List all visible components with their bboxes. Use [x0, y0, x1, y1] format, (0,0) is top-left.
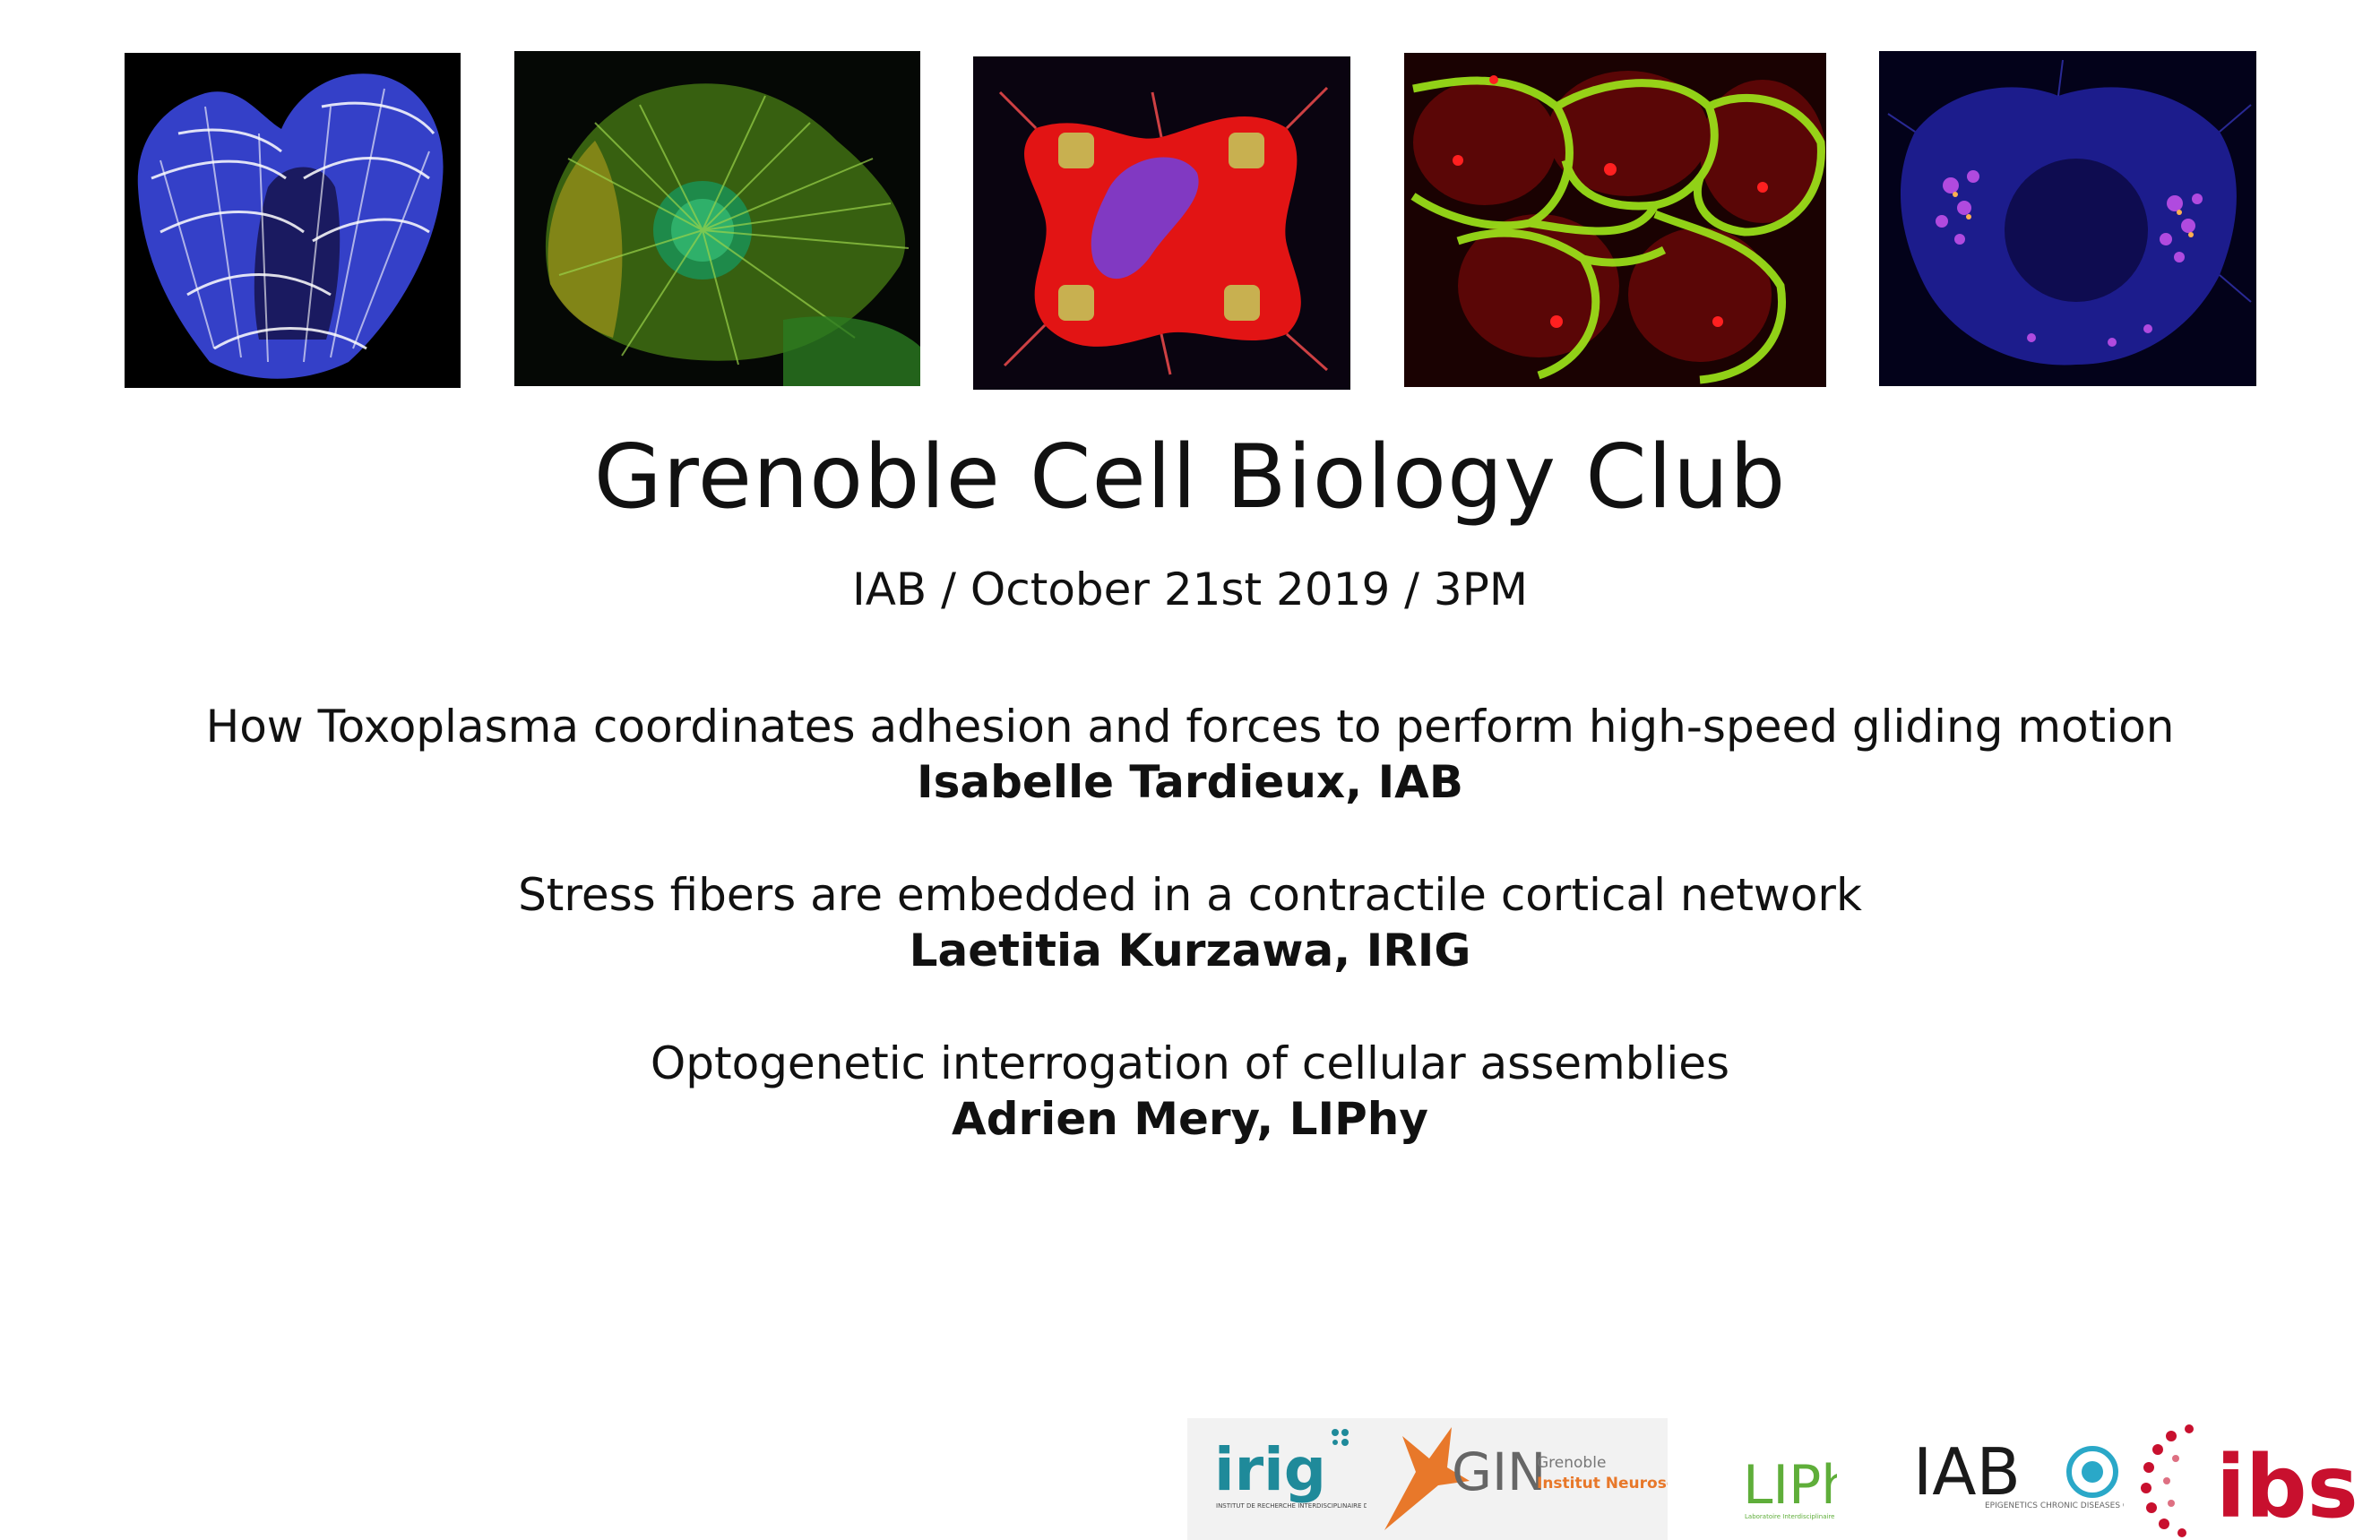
iab-logo-caption: EPIGENETICS CHRONIC DISEASES CANCER	[1985, 1501, 2124, 1510]
sponsor-logos: irig INSTITUT DE RECHERCHE INTERDISCIPLI…	[1187, 1418, 2380, 1540]
page-title: Grenoble Cell Biology Club	[593, 426, 1787, 529]
talk-speaker: Isabelle Tardieux, IAB	[917, 756, 1463, 808]
talk-item: Stress fibers are embedded in a contract…	[0, 867, 2380, 978]
ibs-logo: ibs	[2135, 1418, 2380, 1540]
gin-logo: GIN Grenoble Institut Neurosciences	[1367, 1418, 1668, 1540]
talk-item: How Toxoplasma coordinates adhesion and …	[0, 699, 2380, 810]
liphy-logo-text: LIPhy	[1743, 1454, 1837, 1517]
microscopy-image-row	[0, 0, 2380, 394]
irig-logo-caption: INSTITUT DE RECHERCHE INTERDISCIPLINAIRE…	[1216, 1502, 1367, 1510]
gin-logo-name: GIN	[1452, 1441, 1546, 1502]
microscopy-image-red-cell	[973, 56, 1350, 390]
talk-title: Optogenetic interrogation of cellular as…	[650, 1037, 1730, 1089]
iab-logo: IAB EPIGENETICS CHRONIC DISEASES CANCER	[1913, 1418, 2124, 1540]
talk-list: How Toxoplasma coordinates adhesion and …	[0, 699, 2380, 1204]
irig-logo-text: irig	[1214, 1435, 1326, 1504]
microscopy-image-blue-fan-cell	[125, 53, 461, 388]
liphy-logo: LIPhy Laboratoire Interdisciplinaire de …	[1743, 1418, 1837, 1540]
talk-speaker: Laetitia Kurzawa, IRIG	[909, 925, 1471, 976]
microscopy-image-purple-cell	[1879, 51, 2256, 386]
talk-title: Stress fibers are embedded in a contract…	[518, 869, 1862, 921]
talk-title: How Toxoplasma coordinates adhesion and …	[205, 701, 2175, 753]
microscopy-image-green-red-tissue	[1404, 53, 1826, 387]
ibs-logo-text: ibs	[2216, 1437, 2358, 1537]
liphy-logo-caption: Laboratoire Interdisciplinaire de Physiq…	[1745, 1513, 1837, 1520]
gin-logo-line2: Institut Neurosciences	[1537, 1475, 1668, 1493]
talk-speaker: Adrien Mery, LIPhy	[952, 1093, 1428, 1145]
gin-logo-line1: Grenoble	[1537, 1454, 1606, 1472]
microscopy-image-green-fibers	[514, 51, 920, 386]
event-details: IAB / October 21st 2019 / 3PM	[851, 564, 1529, 615]
irig-logo: irig INSTITUT DE RECHERCHE INTERDISCIPLI…	[1187, 1418, 1367, 1540]
talk-item: Optogenetic interrogation of cellular as…	[0, 1036, 2380, 1147]
iab-logo-text: IAB	[1913, 1434, 2021, 1510]
